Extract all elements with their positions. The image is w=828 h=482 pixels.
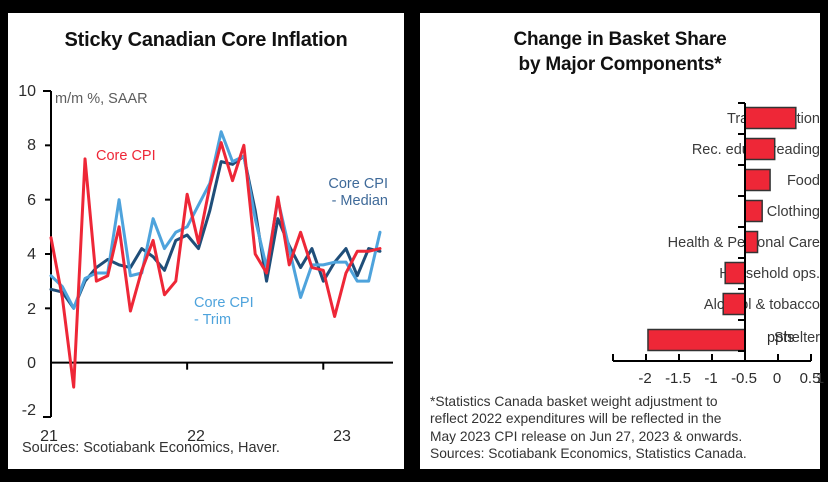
y-tick-4: 4 [27,246,36,263]
bar-x-tick-0p5: 0.5 [799,370,821,387]
x-tick-23: 23 [333,428,351,445]
bar-shelter [647,328,746,352]
left-chart-panel: Sticky Canadian Core Inflation m/m %, SA… [8,13,404,469]
bar-category-shelter: Shelter [774,330,820,346]
y-tick-2: 2 [27,301,36,318]
bar-chart-svg [612,102,812,362]
right-chart-title-line1: Change in Basket Share [513,29,727,50]
y-tick-0: 0 [27,355,36,372]
x-tick-22: 22 [187,428,205,445]
bar-x-tick-neg1: -1 [704,370,718,387]
bar-health-personal-care [744,230,759,254]
bar-x-tick-0: 0 [772,370,782,387]
y-tick-8: 8 [27,137,36,154]
bar-food [744,168,771,192]
bar-clothing [744,199,763,223]
bar-x-tick-neg1p5: -1.5 [665,370,691,387]
series-label-core-cpi-trim-line1: Core CPI [194,295,254,311]
series-label-core-cpi-median-line1: Core CPI [328,176,388,192]
line-series-core-cpi-median [49,154,382,310]
left-chart-title: Sticky Canadian Core Inflation [64,29,348,51]
line-chart-svg [43,90,393,418]
bar-x-tick-neg2: -2 [638,370,652,387]
bar-alcohol-tobacco [722,292,746,316]
line-chart-plot [8,13,404,433]
series-label-core-cpi: Core CPI [96,148,156,164]
line-series-core-cpi-trim [49,130,382,310]
right-chart-title: Change in Basket Share by Major Componen… [420,27,820,77]
y-tick-10: 10 [18,83,36,100]
bar-category-health-personal-care: Health & Personal Care [667,235,820,251]
left-chart-unit-label: m/m %, SAAR [55,91,148,107]
bar-category-food: Food [786,173,820,189]
left-chart-sources: Sources: Scotiabank Economics, Haver. [22,439,280,456]
series-label-core-cpi-median-line2: - Median [331,193,388,209]
bar-chart-unit-label: ppts [767,330,795,346]
series-label-core-cpi-trim-line2: - Trim [194,312,232,328]
right-chart-title-line2: by Major Components* [518,54,722,75]
series-label-core-cpi-trim: Core CPI - Trim [194,295,294,329]
right-chart-sources: *Statistics Canada basket weight adjustm… [430,394,747,461]
y-tick-6: 6 [27,192,36,209]
series-label-core-cpi-median: Core CPI - Median [288,176,388,210]
bar-household-ops [724,261,746,285]
bar-x-tick-1: 1 [815,370,825,387]
bar-chart-plot [420,13,820,373]
line-series-core-cpi [49,141,382,389]
bar-transportation [744,106,797,130]
bar-category-clothing: Clothing [766,204,820,220]
bar-x-tick-neg0p5: -0.5 [731,370,757,387]
x-tick-21: 21 [40,428,58,445]
right-chart-panel: Change in Basket Share by Major Componen… [420,13,824,469]
y-tick-neg2: -2 [21,402,36,419]
bar-rec-edu-reading [744,137,776,161]
